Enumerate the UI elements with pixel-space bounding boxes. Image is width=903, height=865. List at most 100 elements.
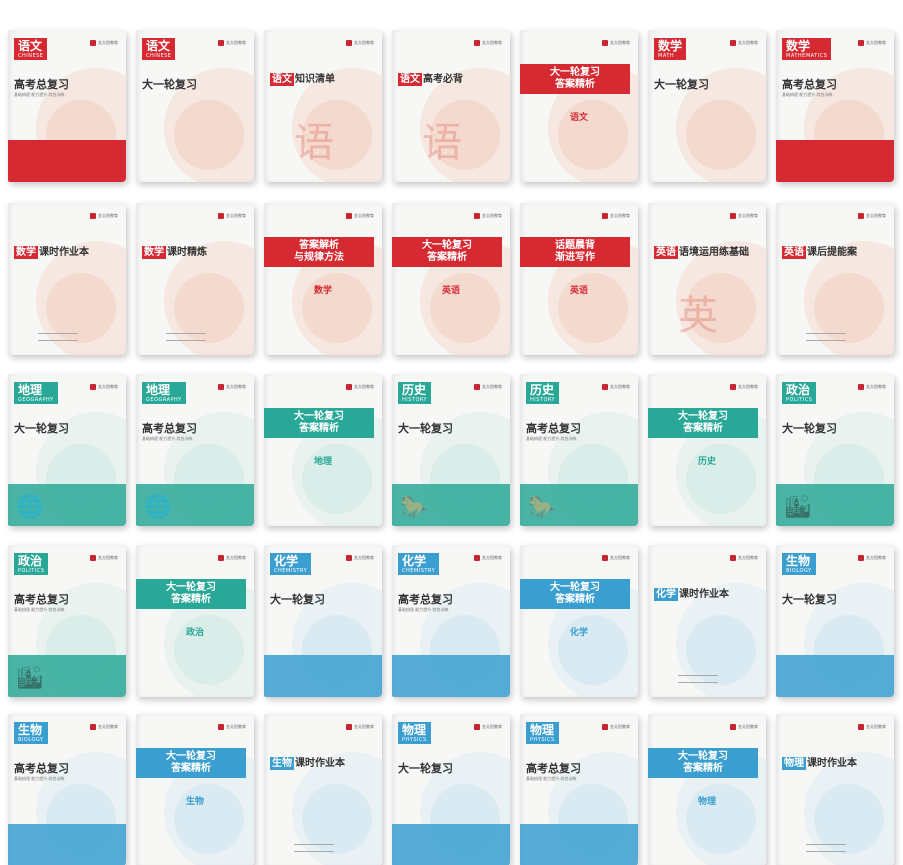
publisher-logo-text: 金太阳教育 <box>354 384 374 389</box>
book-cover[interactable]: 金太阳教育 大一轮复习 答案精析 生物 <box>136 714 254 865</box>
book-cover[interactable]: 金太阳教育 地理 GEOGRAPHY 大一轮复习 🌐 <box>8 374 126 526</box>
cover-decoration <box>558 273 628 343</box>
publisher-logo-icon <box>602 40 608 46</box>
publisher-logo-text: 金太阳教育 <box>866 213 886 218</box>
publisher-logo: 金太阳教育 <box>90 384 118 390</box>
book-cover[interactable]: 金太阳教育 数学 MATHEMATICS 高考总复习 基础梳理 能力提升 综合训练 <box>776 30 894 182</box>
ribbon-line: 大一轮复习 <box>422 240 472 251</box>
book-cover[interactable]: 金太阳教育 英语 课后提能案 <box>776 203 894 355</box>
book-cover[interactable]: 金太阳教育 大一轮复习 答案精析 英语 <box>392 203 510 355</box>
ribbon-line: 答案精析 <box>171 594 211 605</box>
book-cover[interactable]: 金太阳教育 大一轮复习 答案精析 历史 <box>648 374 766 526</box>
subject-name-en: MATHEMATICS <box>786 53 828 59</box>
cover-title: 数学 课时精炼 <box>142 243 207 259</box>
book-cover[interactable]: 金太阳教育 政治 POLITICS 大一轮复习 🏙 <box>776 374 894 526</box>
publisher-logo-text: 金太阳教育 <box>226 724 246 729</box>
book-cover[interactable]: 金太阳教育 语文 CHINESE 高考总复习 基础梳理 能力提升 综合训练 <box>8 30 126 182</box>
cover-decoration <box>164 241 254 355</box>
publisher-logo: 金太阳教育 <box>602 724 630 730</box>
subject-name: 政治 <box>786 383 811 397</box>
subject-tag: 历史 HISTORY <box>398 382 432 404</box>
publisher-logo-icon <box>218 384 224 390</box>
book-cover[interactable]: 金太阳教育 政治 POLITICS 高考总复习 基础梳理 能力提升 综合训练 🏙 <box>8 545 126 697</box>
book-cover[interactable]: 金太阳教育 数学 课时作业本 <box>8 203 126 355</box>
book-cover[interactable]: 金太阳教育 话题晨背 渐进写作 英语 <box>520 203 638 355</box>
cover-decoration <box>46 273 116 343</box>
cover-decoration <box>174 615 244 685</box>
cover-title-rest: 知识清单 <box>295 74 335 85</box>
publisher-logo: 金太阳教育 <box>90 213 118 219</box>
book-cover[interactable]: 金太阳教育 化学 课时作业本 <box>648 545 766 697</box>
cover-color-band <box>776 140 894 182</box>
cover-title-rest: 课时作业本 <box>295 758 345 769</box>
cover-decoration <box>558 615 628 685</box>
cover-decoration <box>292 68 382 182</box>
book-cover[interactable]: 金太阳教育 历史 HISTORY 高考总复习 基础梳理 能力提升 综合训练 🐎 <box>520 374 638 526</box>
book-cover[interactable]: 金太阳教育 生物 课时作业本 <box>264 714 382 865</box>
subject-label: 政治 <box>185 628 204 638</box>
publisher-logo-text: 金太阳教育 <box>610 555 630 560</box>
cover-decoration <box>292 752 382 865</box>
book-cover[interactable]: 金太阳教育 大一轮复习 答案精析 语文 <box>520 30 638 182</box>
book-cover[interactable]: 金太阳教育 语文 高考必背语 <box>392 30 510 182</box>
cover-title: 生物 课时作业本 <box>270 754 345 770</box>
cover-decoration <box>804 752 894 865</box>
publisher-logo-text: 金太阳教育 <box>610 40 630 45</box>
book-cover[interactable]: 金太阳教育 大一轮复习 答案精析 地理 <box>264 374 382 526</box>
subject-name: 语文 <box>146 39 171 53</box>
subject-name-en: PHYSICS <box>530 737 555 743</box>
publisher-logo-text: 金太阳教育 <box>866 40 886 45</box>
book-cover[interactable]: 金太阳教育 生物 BIOLOGY 高考总复习 基础梳理 能力提升 综合训练 <box>8 714 126 865</box>
blank-line <box>806 327 846 334</box>
book-cover[interactable]: 金太阳教育 英语 语境运用练基础英 <box>648 203 766 355</box>
book-cover[interactable]: 金太阳教育 化学 CHEMISTRY 大一轮复习 <box>264 545 382 697</box>
book-cover[interactable]: 金太阳教育 历史 HISTORY 大一轮复习 🐎 <box>392 374 510 526</box>
subject-name: 数学 <box>658 39 683 53</box>
blank-line <box>166 334 206 341</box>
publisher-logo-icon <box>90 384 96 390</box>
subject-name: 物理 <box>530 723 555 737</box>
cover-color-band <box>520 484 638 526</box>
blank-line <box>38 334 78 341</box>
book-cover[interactable]: 金太阳教育 大一轮复习 答案精析 物理 <box>648 714 766 865</box>
subject-name: 语文 <box>18 39 43 53</box>
book-cover[interactable]: 金太阳教育 语文 知识清单语 <box>264 30 382 182</box>
book-cover[interactable]: 金太阳教育大一轮复习 答案精析政治 <box>136 545 254 697</box>
book-cover[interactable]: 金太阳教育 物理 PHYSICS 高考总复习 基础梳理 能力提升 综合训练 <box>520 714 638 865</box>
subject-highlight: 数学 <box>14 246 38 259</box>
book-cover[interactable]: 金太阳教育 物理 PHYSICS 大一轮复习 <box>392 714 510 865</box>
book-cover[interactable]: 金太阳教育 答案解析 与规律方法 数学 <box>264 203 382 355</box>
subject-name: 历史 <box>530 383 555 397</box>
book-cover[interactable]: 金太阳教育 物理 课时作业本 <box>776 714 894 865</box>
subject-tag: 语文 CHINESE <box>14 38 48 60</box>
cover-title: 高考总复习 <box>526 762 581 775</box>
cover-decoration <box>804 241 894 355</box>
publisher-logo: 金太阳教育 <box>474 555 502 561</box>
book-cover[interactable]: 金太阳教育 数学 课时精炼 <box>136 203 254 355</box>
subject-name-en: MATH <box>658 53 675 59</box>
book-cover[interactable]: 金太阳教育 大一轮复习 答案精析 化学 <box>520 545 638 697</box>
book-cover[interactable]: 金太阳教育 地理 GEOGRAPHY 高考总复习 基础梳理 能力提升 综合训练 🌐 <box>136 374 254 526</box>
cover-decoration <box>814 784 884 854</box>
subject-tag: 数学 MATHEMATICS <box>782 38 832 60</box>
publisher-logo-icon <box>858 213 864 219</box>
cover-title: 高考总复习 <box>398 593 453 606</box>
cover-title: 高考总复习 <box>526 422 581 435</box>
publisher-logo-icon <box>730 724 736 730</box>
book-cover[interactable]: 金太阳教育 生物 BIOLOGY 大一轮复习 <box>776 545 894 697</box>
cover-decoration <box>420 68 510 182</box>
book-cover[interactable]: 金太阳教育 语文 CHINESE 大一轮复习 <box>136 30 254 182</box>
cover-title: 大一轮复习 <box>14 422 69 435</box>
ribbon-line: 答案精析 <box>427 252 467 263</box>
publisher-logo: 金太阳教育 <box>218 724 246 730</box>
cover-title: 语文 知识清单 <box>270 70 335 86</box>
subject-name-en: CHEMISTRY <box>274 568 308 574</box>
publisher-logo-icon <box>218 555 224 561</box>
ribbon-line: 大一轮复习 <box>550 67 600 78</box>
publisher-logo: 金太阳教育 <box>218 555 246 561</box>
subject-tag: 地理 GEOGRAPHY <box>14 382 58 404</box>
book-cover[interactable]: 金太阳教育 化学 CHEMISTRY 高考总复习 基础梳理 能力提升 综合训练 <box>392 545 510 697</box>
publisher-logo: 金太阳教育 <box>858 40 886 46</box>
book-cover[interactable]: 金太阳教育 数学 MATH 大一轮复习 <box>648 30 766 182</box>
cover-ribbon: 大一轮复习 答案精析 <box>136 579 246 609</box>
